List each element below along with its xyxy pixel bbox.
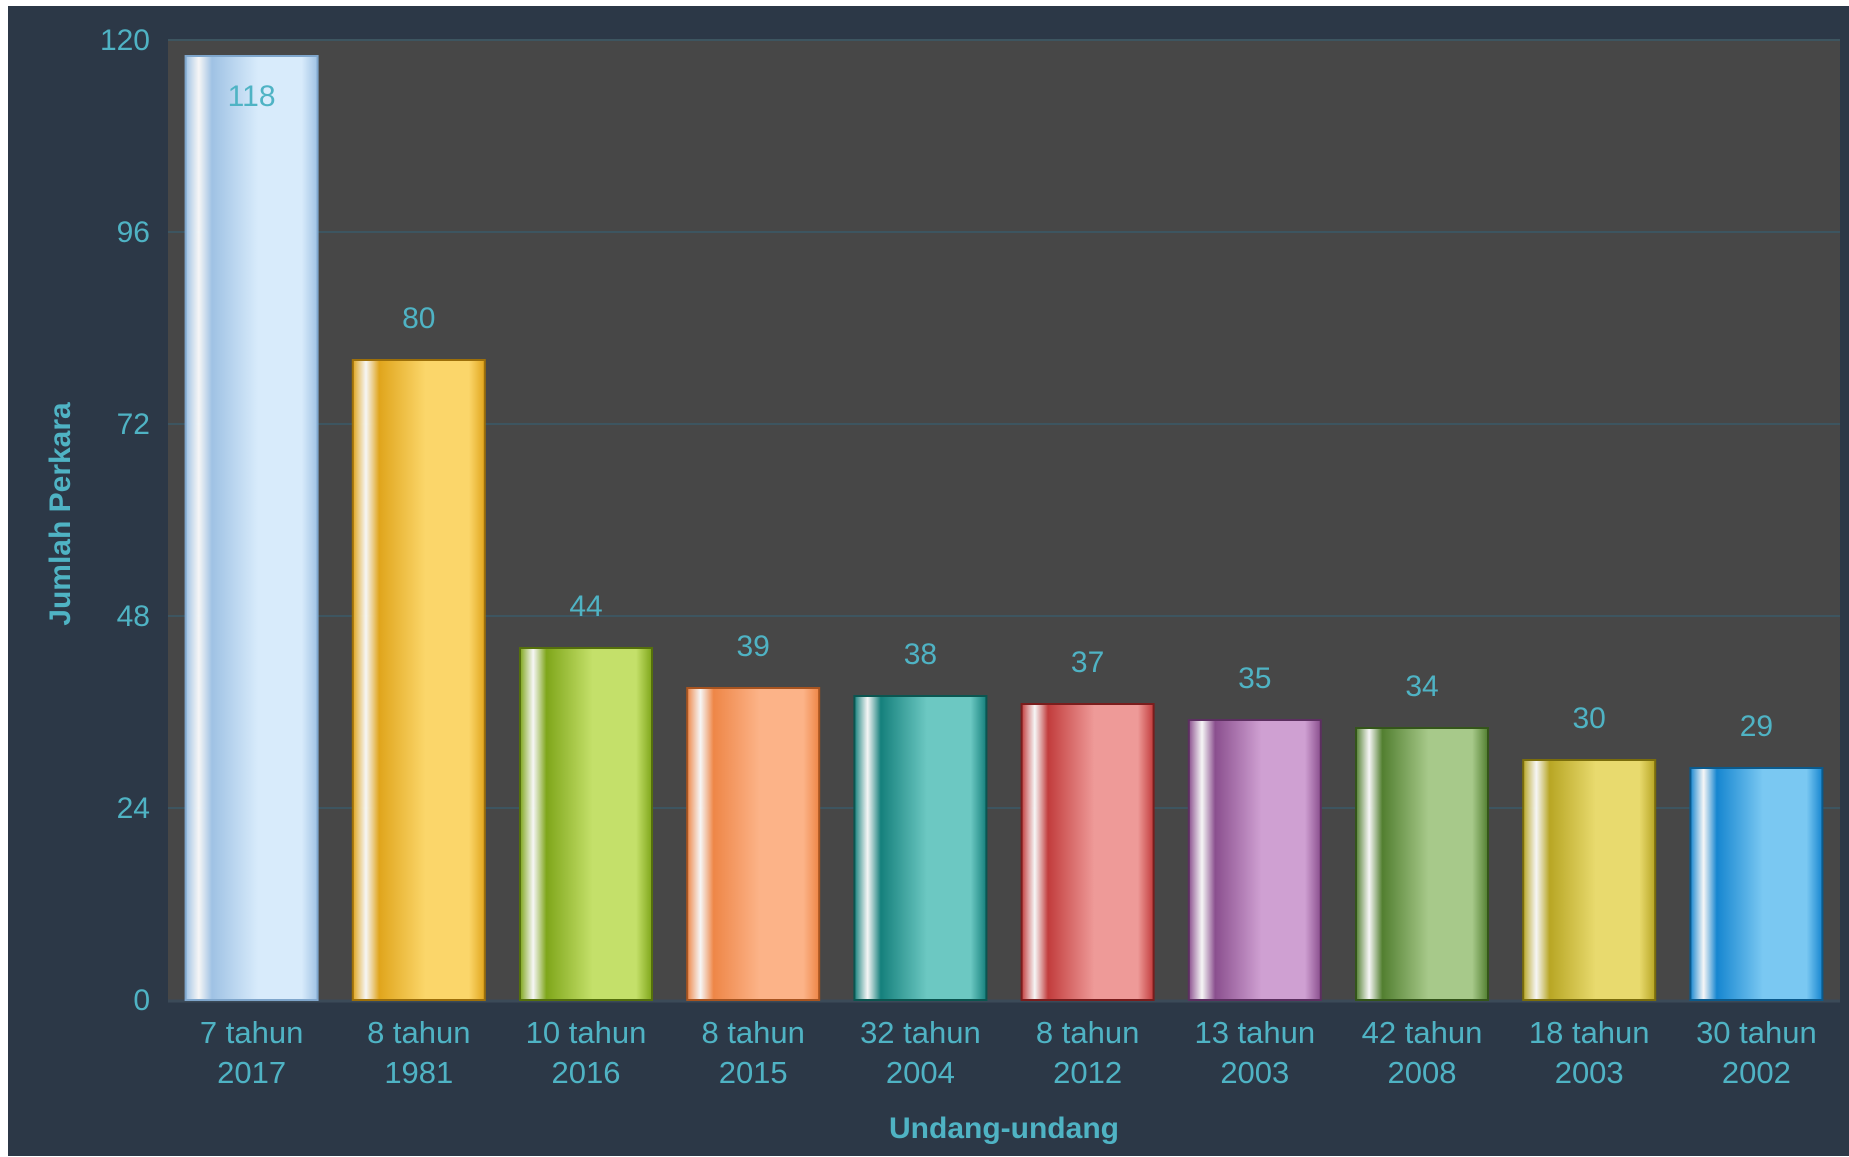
y-tick-label-4: 96 (117, 216, 150, 249)
x-category-label-8-0: 18 tahun (1529, 1015, 1650, 1050)
x-category-label-8-1: 2003 (1555, 1055, 1624, 1090)
y-tick-label-1: 24 (117, 792, 150, 825)
x-category-label-4-1: 2004 (886, 1055, 955, 1090)
x-category-label-4-0: 32 tahun (860, 1015, 981, 1050)
bar-6 (1187, 719, 1322, 1001)
y-axis-title: Jumlah Perkara (44, 402, 77, 626)
x-category-label-9-1: 2002 (1722, 1055, 1791, 1090)
bar-5 (1020, 703, 1155, 1001)
x-axis-title: Undang-undang (889, 1112, 1119, 1145)
x-category-label-6-1: 2003 (1220, 1055, 1289, 1090)
y-tick-label-0: 0 (133, 984, 150, 1017)
bar-0 (184, 55, 319, 1001)
bar-2 (519, 647, 653, 1001)
x-category-label-3-1: 2015 (719, 1055, 788, 1090)
bar-9 (1689, 767, 1824, 1001)
x-category-label-5-0: 8 tahun (1036, 1015, 1139, 1050)
x-axis-categories: 7 tahun 2017 8 tahun 1981 10 tahun 2016 8 tahu… (200, 1015, 1817, 1090)
x-category-label-0-1: 2017 (217, 1055, 286, 1090)
value-label-8: 30 (1573, 702, 1606, 735)
x-category-label-1-0: 8 tahun (367, 1015, 470, 1050)
x-category-label-7-0: 42 tahun (1362, 1015, 1483, 1050)
x-category-label-2-0: 10 tahun (526, 1015, 647, 1050)
x-category-label-0-0: 7 tahun (200, 1015, 303, 1050)
bar-7 (1355, 727, 1489, 1001)
bar-3 (686, 687, 821, 1001)
x-category-label-7-1: 2008 (1388, 1055, 1457, 1090)
value-label-2: 44 (569, 590, 602, 623)
value-label-0: 118 (228, 80, 276, 113)
y-tick-label-3: 72 (117, 408, 150, 441)
bar-1 (351, 359, 486, 1001)
x-category-label-3-0: 8 tahun (701, 1015, 804, 1050)
y-axis-ticks: 0 24 48 72 96 120 (100, 24, 150, 1017)
value-label-7: 34 (1405, 670, 1438, 703)
x-category-label-1-1: 1981 (384, 1055, 453, 1090)
value-label-5: 37 (1071, 646, 1104, 679)
value-label-6: 35 (1238, 662, 1271, 695)
value-label-4: 38 (904, 638, 937, 671)
y-tick-label-2: 48 (117, 600, 150, 633)
x-category-label-2-1: 2016 (552, 1055, 621, 1090)
bar-8 (1522, 759, 1657, 1001)
x-category-label-9-0: 30 tahun (1696, 1015, 1817, 1050)
x-category-label-5-1: 2012 (1053, 1055, 1122, 1090)
value-label-3: 39 (737, 630, 770, 663)
y-tick-label-5: 120 (100, 24, 150, 57)
x-category-label-6-0: 13 tahun (1194, 1015, 1315, 1050)
value-label-9: 29 (1740, 710, 1773, 743)
bars: 118 80 44 39 38 37 35 34 30 29 (184, 55, 1824, 1001)
value-label-1: 80 (402, 302, 435, 335)
bar-4 (853, 695, 988, 1001)
